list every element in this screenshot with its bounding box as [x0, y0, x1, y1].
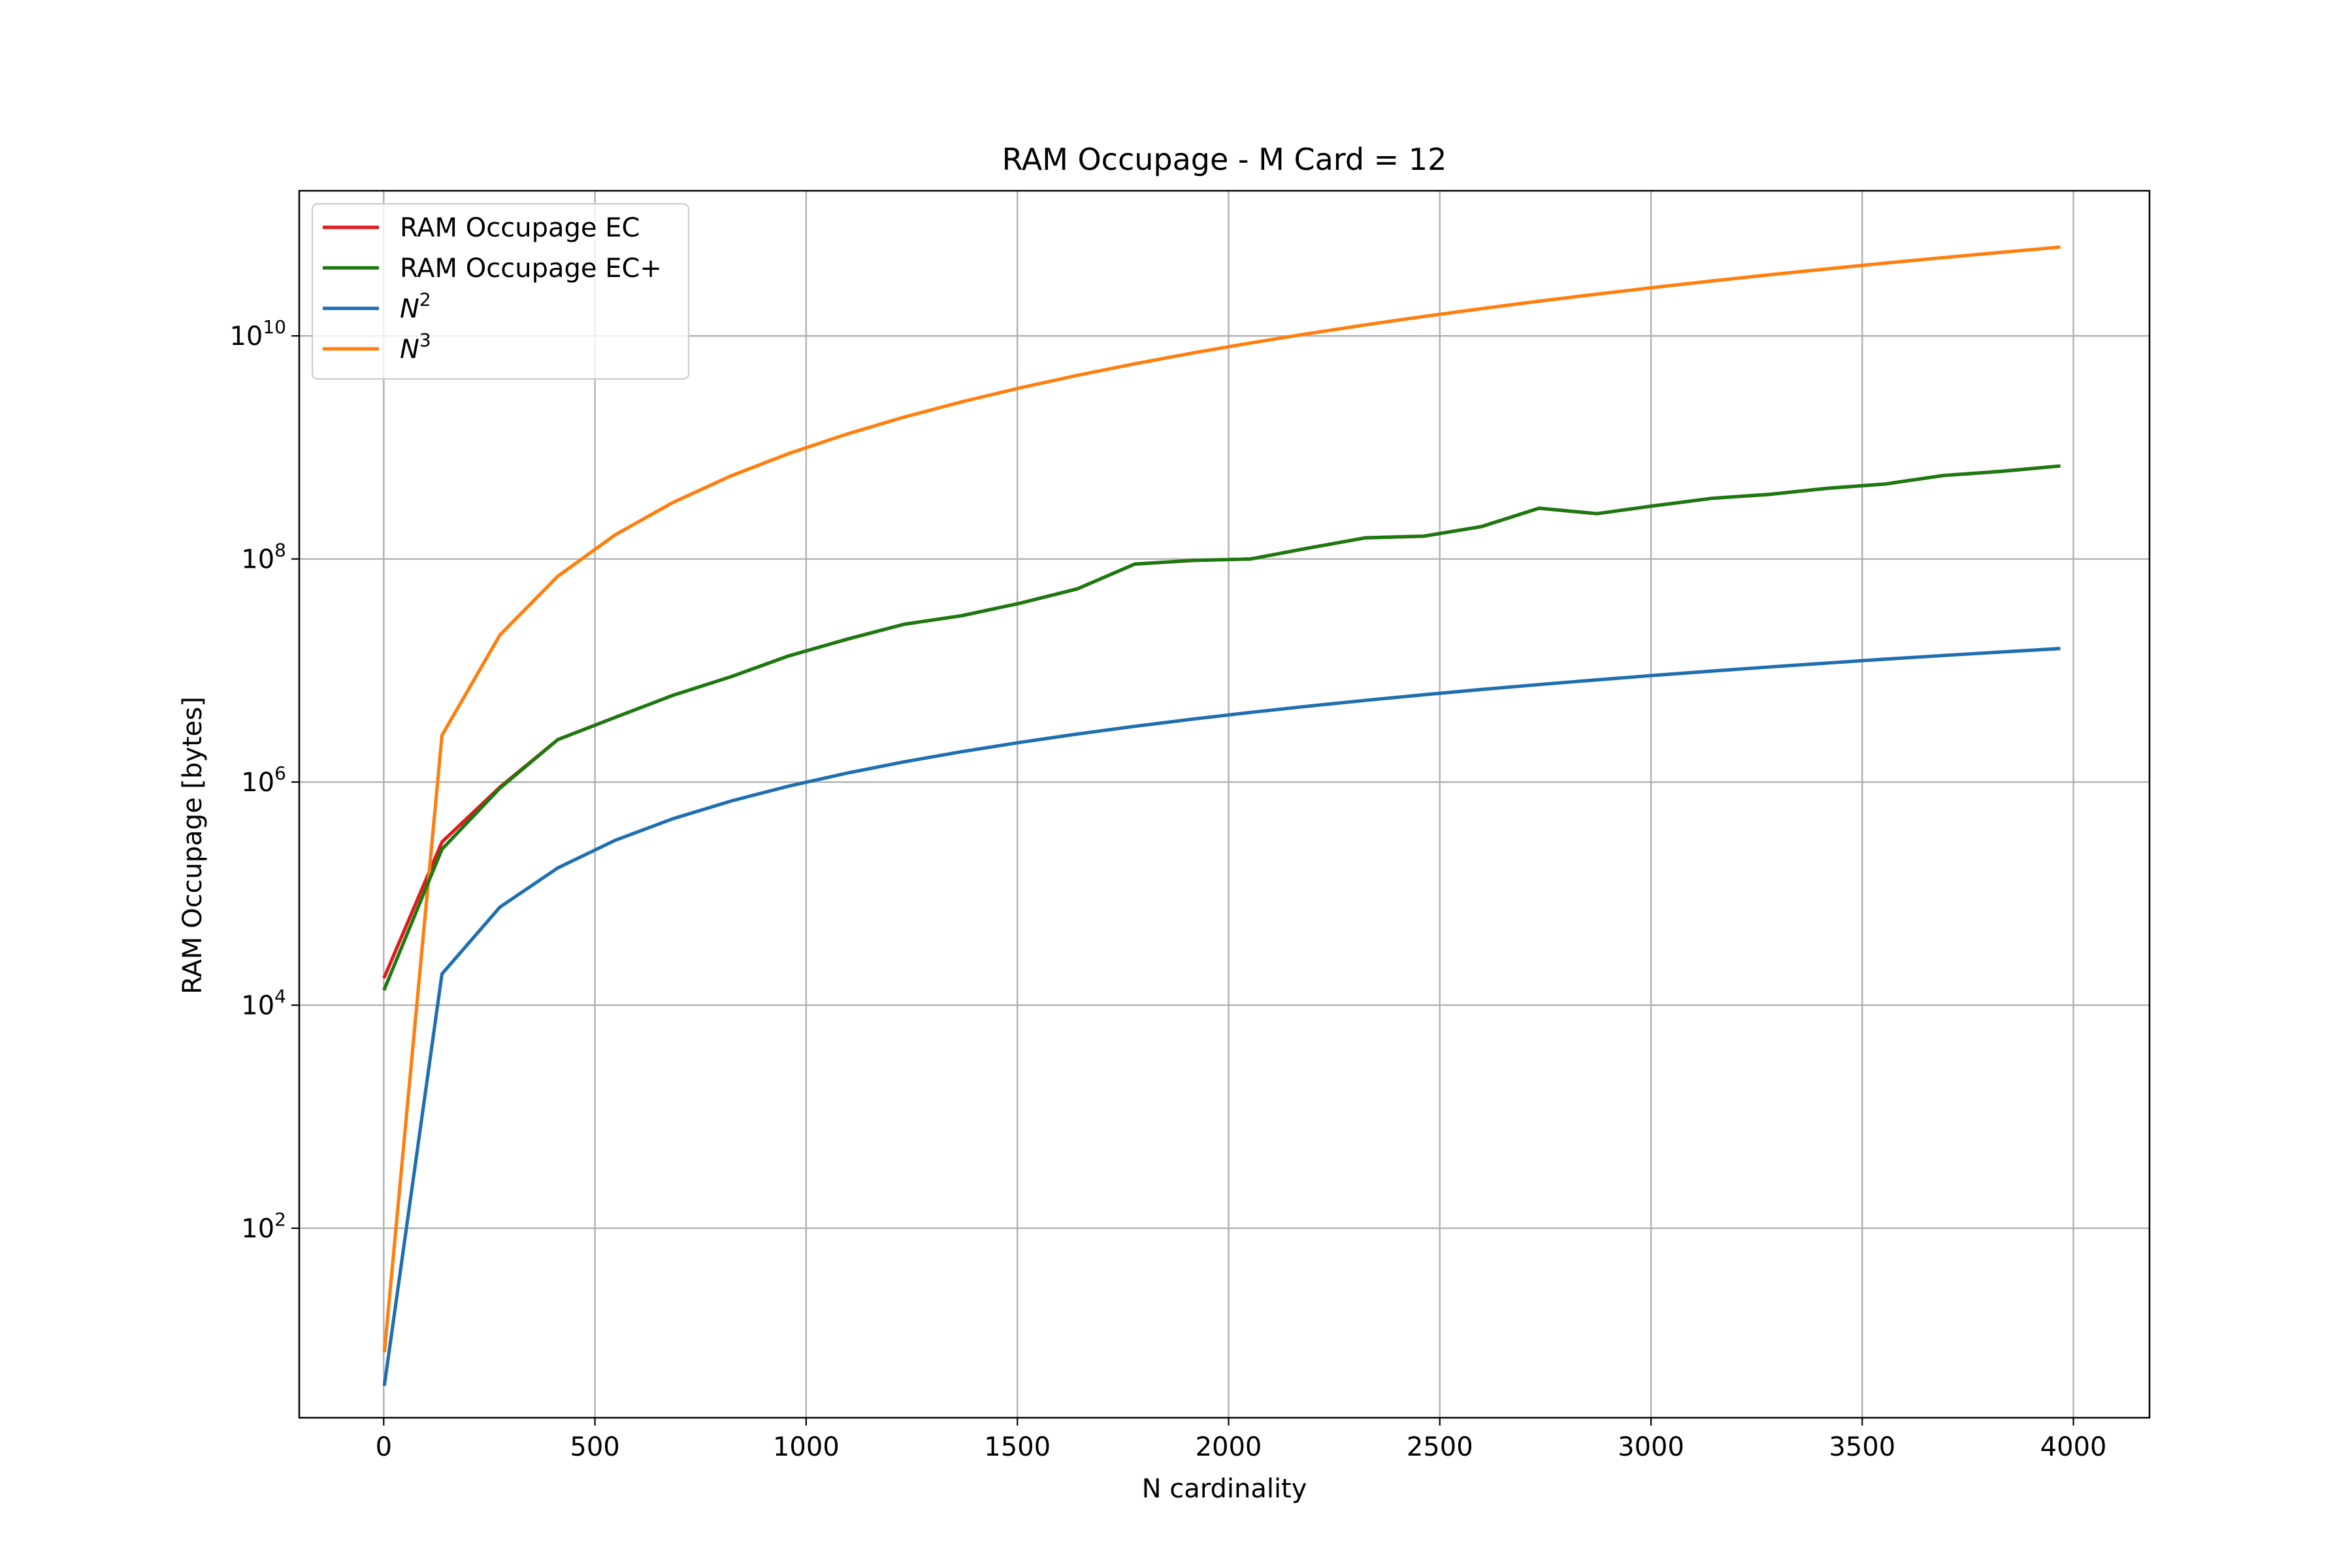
y-tick-label: 104	[241, 985, 286, 1021]
legend-label-base: RAM Occupage EC	[400, 213, 640, 243]
y-tick-base: 10	[229, 321, 263, 351]
series-line-2	[382, 647, 2061, 1386]
legend-label: N3	[400, 329, 431, 365]
legend-label-base: RAM Occupage EC+	[400, 253, 662, 284]
y-tick-exponent: 2	[274, 1209, 286, 1230]
y-tick-label: 108	[241, 540, 286, 575]
y-tick-label: 1010	[229, 316, 286, 351]
x-tick-label: 2000	[1196, 1432, 1262, 1462]
legend-label: RAM Occupage EC+	[400, 253, 662, 284]
x-tick-label: 1500	[984, 1432, 1051, 1462]
x-tick-label: 500	[570, 1432, 619, 1462]
y-tick-exponent: 8	[274, 540, 286, 561]
series-line-1	[382, 464, 2061, 991]
y-tick-label: 102	[241, 1209, 286, 1244]
x-tick-label: 3000	[1618, 1432, 1684, 1462]
legend-label: RAM Occupage EC	[400, 213, 640, 243]
x-axis: 0 500 1000 1500 2000 2500 3000 3500 4000	[376, 1418, 2107, 1462]
y-tick-exponent: 6	[274, 762, 286, 784]
y-tick-base: 10	[241, 545, 274, 575]
x-tick-label: 3500	[1829, 1432, 1895, 1462]
y-tick-exponent: 4	[274, 985, 286, 1007]
x-tick-label: 4000	[2040, 1432, 2107, 1462]
legend-label-base: N	[400, 294, 419, 324]
x-axis-label: N cardinality	[1142, 1474, 1307, 1504]
x-tick-label: 0	[376, 1432, 392, 1462]
legend-label-exponent: 2	[419, 289, 431, 310]
y-tick-base: 10	[241, 990, 274, 1021]
series-line-3	[382, 245, 2061, 1353]
legend-label: N2	[400, 289, 431, 324]
chart-title: RAM Occupage - M Card = 12	[1002, 142, 1447, 177]
x-tick-label: 1000	[773, 1432, 840, 1462]
legend-label-base: N	[400, 335, 419, 365]
y-tick-base: 10	[241, 1214, 274, 1244]
series-lines	[382, 245, 2061, 1386]
legend-label-exponent: 3	[419, 329, 431, 351]
y-axis-label: RAM Occupage [bytes]	[178, 696, 208, 994]
y-tick-exponent: 10	[263, 316, 286, 338]
x-tick-label: 2500	[1407, 1432, 1473, 1462]
legend-box	[311, 203, 690, 380]
y-tick-label: 106	[241, 762, 286, 798]
plot-frame	[298, 189, 2151, 1419]
grid-lines	[299, 191, 2149, 1418]
y-tick-base: 10	[241, 768, 274, 798]
